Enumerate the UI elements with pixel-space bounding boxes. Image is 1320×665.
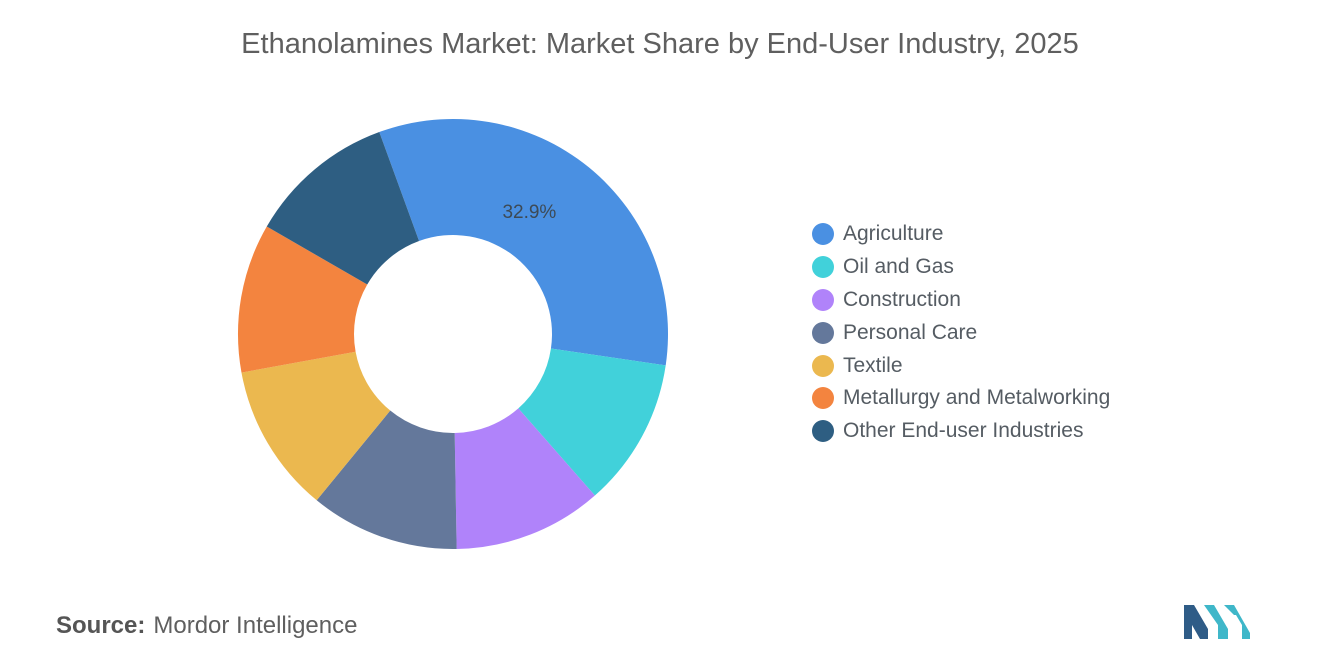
slice-labels: 32.9% bbox=[502, 202, 556, 223]
slice-personal-care bbox=[316, 410, 457, 550]
legend-item: Metallurgy and Metalworking bbox=[812, 382, 1110, 415]
legend-swatch bbox=[812, 321, 834, 344]
chart-legend: Agriculture Oil and Gas Construction Person… bbox=[812, 218, 1110, 448]
legend-label: Textile bbox=[843, 353, 903, 377]
slice-value-label: 32.9% bbox=[502, 202, 556, 223]
mordor-intelligence-logo-icon bbox=[1184, 605, 1250, 639]
slice-oil-and-gas bbox=[518, 348, 666, 496]
chart-title: Ethanolamines Market: Market Share by En… bbox=[241, 28, 1079, 60]
legend-swatch bbox=[812, 420, 834, 443]
slice-construction bbox=[454, 408, 595, 549]
legend-swatch bbox=[812, 223, 834, 246]
legend-item: Textile bbox=[812, 349, 1110, 382]
legend-label: Personal Care bbox=[843, 320, 978, 344]
legend-label: Other End-user Industries bbox=[843, 419, 1084, 443]
legend-item: Oil and Gas bbox=[812, 251, 1110, 284]
slice-other-end-user-industries bbox=[266, 132, 420, 285]
legend-item: Personal Care bbox=[812, 316, 1110, 349]
legend-label: Agriculture bbox=[843, 222, 944, 246]
legend-swatch bbox=[812, 256, 834, 279]
legend-swatch bbox=[812, 354, 834, 377]
slice-metallurgy-and-metalworking bbox=[238, 226, 368, 373]
source-text: Mordor Intelligence bbox=[153, 612, 358, 639]
legend-swatch bbox=[812, 288, 834, 311]
legend-label: Oil and Gas bbox=[843, 255, 954, 279]
legend-label: Metallurgy and Metalworking bbox=[843, 386, 1111, 410]
slice-textile bbox=[241, 351, 391, 501]
legend-item: Agriculture bbox=[812, 218, 1110, 251]
donut-slices bbox=[238, 119, 668, 550]
slice-agriculture bbox=[379, 119, 668, 366]
legend-item: Construction bbox=[812, 284, 1110, 317]
legend-item: Other End-user Industries bbox=[812, 415, 1110, 448]
legend-label: Construction bbox=[843, 287, 961, 311]
source-label: Source: bbox=[56, 612, 146, 639]
source-note: Source: Mordor Intelligence bbox=[56, 612, 357, 640]
legend-swatch bbox=[812, 387, 834, 410]
